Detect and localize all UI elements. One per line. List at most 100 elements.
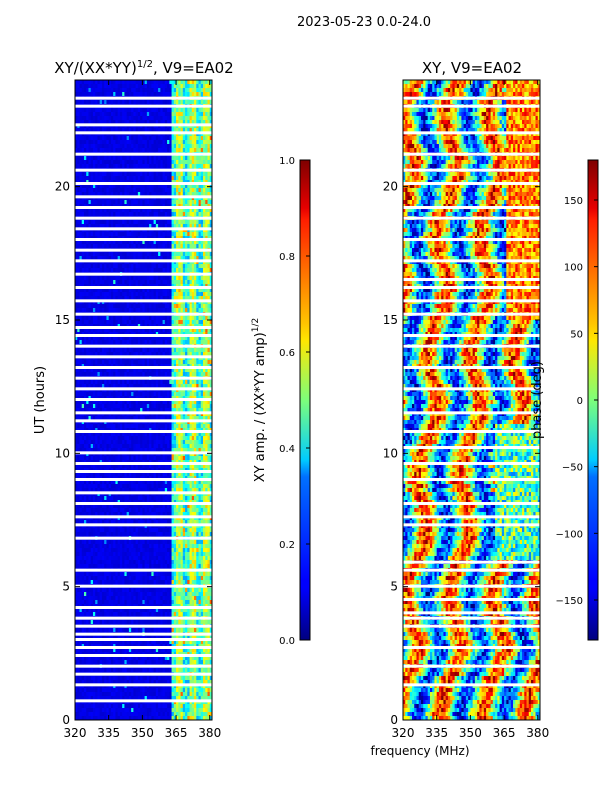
heatmap-cell xyxy=(171,140,175,145)
heatmap-cell xyxy=(144,372,148,377)
heatmap-cell xyxy=(146,188,150,193)
heatmap-cell xyxy=(92,128,96,133)
heatmap-cell xyxy=(83,404,87,409)
heatmap-cell xyxy=(209,336,212,341)
heatmap-cell xyxy=(122,368,125,373)
heatmap-cell xyxy=(97,264,101,269)
heatmap-cell xyxy=(75,164,78,169)
heatmap-cell xyxy=(173,144,177,149)
heatmap-cell xyxy=(140,112,143,117)
heatmap-cell xyxy=(151,172,155,177)
heatmap-cell xyxy=(110,156,114,161)
heatmap-cell xyxy=(171,256,175,261)
heatmap-cell xyxy=(178,320,181,325)
heatmap-cell xyxy=(95,292,98,297)
heatmap-cell xyxy=(128,244,132,249)
heatmap-cell xyxy=(113,192,116,197)
heatmap-cell xyxy=(189,380,193,385)
heatmap-cell xyxy=(88,156,92,161)
heatmap-cell xyxy=(203,316,206,321)
heatmap-cell xyxy=(124,172,128,177)
heatmap-cell xyxy=(79,164,83,169)
heatmap-cell xyxy=(137,256,141,261)
heatmap-cell xyxy=(200,192,204,197)
heatmap-cell xyxy=(176,84,179,89)
heatmap-cell xyxy=(162,176,166,181)
heatmap-cell xyxy=(209,128,212,133)
heatmap-cell xyxy=(113,232,116,237)
heatmap-cell xyxy=(178,192,181,197)
heatmap-cell xyxy=(160,92,163,97)
heatmap-cell xyxy=(113,184,116,189)
heatmap-cell xyxy=(153,264,157,269)
heatmap-cell xyxy=(205,120,208,125)
heatmap-cell xyxy=(124,256,128,261)
heatmap-cell xyxy=(126,160,130,165)
heatmap-cell xyxy=(113,256,116,261)
heatmap-cell xyxy=(81,220,85,225)
heatmap-cell xyxy=(140,320,143,325)
heatmap-cell xyxy=(189,352,193,357)
heatmap-cell xyxy=(140,88,143,93)
heatmap-cell xyxy=(185,120,188,125)
heatmap-cell xyxy=(189,120,193,125)
heatmap-cell xyxy=(196,348,199,353)
heatmap-cell xyxy=(187,292,190,297)
heatmap-cell xyxy=(81,160,85,165)
heatmap-cell xyxy=(75,148,78,153)
heatmap-cell xyxy=(86,160,89,165)
heatmap-cell xyxy=(176,128,179,133)
heatmap-cell xyxy=(108,316,112,321)
heatmap-cell xyxy=(113,88,116,93)
heatmap-cell xyxy=(173,368,177,373)
heatmap-cell xyxy=(83,144,87,149)
heatmap-cell xyxy=(119,116,123,121)
heatmap-cell xyxy=(122,100,125,105)
heatmap-cell xyxy=(149,340,152,345)
heatmap-cell xyxy=(153,224,157,229)
heatmap-cell xyxy=(162,244,166,249)
heatmap-cell xyxy=(207,108,211,113)
heatmap-cell xyxy=(169,288,172,293)
heatmap-cell xyxy=(158,368,161,373)
heatmap-cell xyxy=(115,92,119,97)
heatmap-cell xyxy=(200,256,204,261)
heatmap-cell xyxy=(185,220,188,225)
heatmap-cell xyxy=(95,212,98,217)
heatmap-cell xyxy=(117,380,121,385)
heatmap-cell xyxy=(106,252,110,257)
heatmap-cell xyxy=(187,308,190,313)
heatmap-cell xyxy=(189,136,193,141)
heatmap-cell xyxy=(92,140,96,145)
heatmap-cell xyxy=(162,400,166,405)
heatmap-cell xyxy=(117,400,121,405)
heatmap-cell xyxy=(135,172,139,177)
heatmap-cell xyxy=(180,84,184,89)
heatmap-cell xyxy=(209,144,212,149)
heatmap-cell xyxy=(200,172,204,177)
heatmap-cell xyxy=(160,316,163,321)
heatmap-cell xyxy=(151,232,155,237)
heatmap-cell xyxy=(79,172,83,177)
heatmap-cell xyxy=(97,380,101,385)
heatmap-cell xyxy=(178,404,181,409)
heatmap-cell xyxy=(79,304,83,309)
heatmap-cell xyxy=(153,392,157,397)
heatmap-cell xyxy=(106,172,110,177)
heatmap-cell xyxy=(142,384,146,389)
heatmap-cell xyxy=(187,232,190,237)
heatmap-cell xyxy=(83,296,87,301)
heatmap-cell xyxy=(113,172,116,177)
heatmap-cell xyxy=(180,328,184,333)
heatmap-cell xyxy=(185,240,188,245)
heatmap-cell xyxy=(169,392,172,397)
heatmap-cell xyxy=(135,384,139,389)
heatmap-cell xyxy=(126,268,130,273)
heatmap-cell xyxy=(128,144,132,149)
heatmap-cell xyxy=(124,192,128,197)
heatmap-cell xyxy=(171,384,175,389)
heatmap-cell xyxy=(124,384,128,389)
heatmap-cell xyxy=(99,144,103,149)
heatmap-cell xyxy=(131,268,134,273)
heatmap-cell xyxy=(97,88,101,93)
